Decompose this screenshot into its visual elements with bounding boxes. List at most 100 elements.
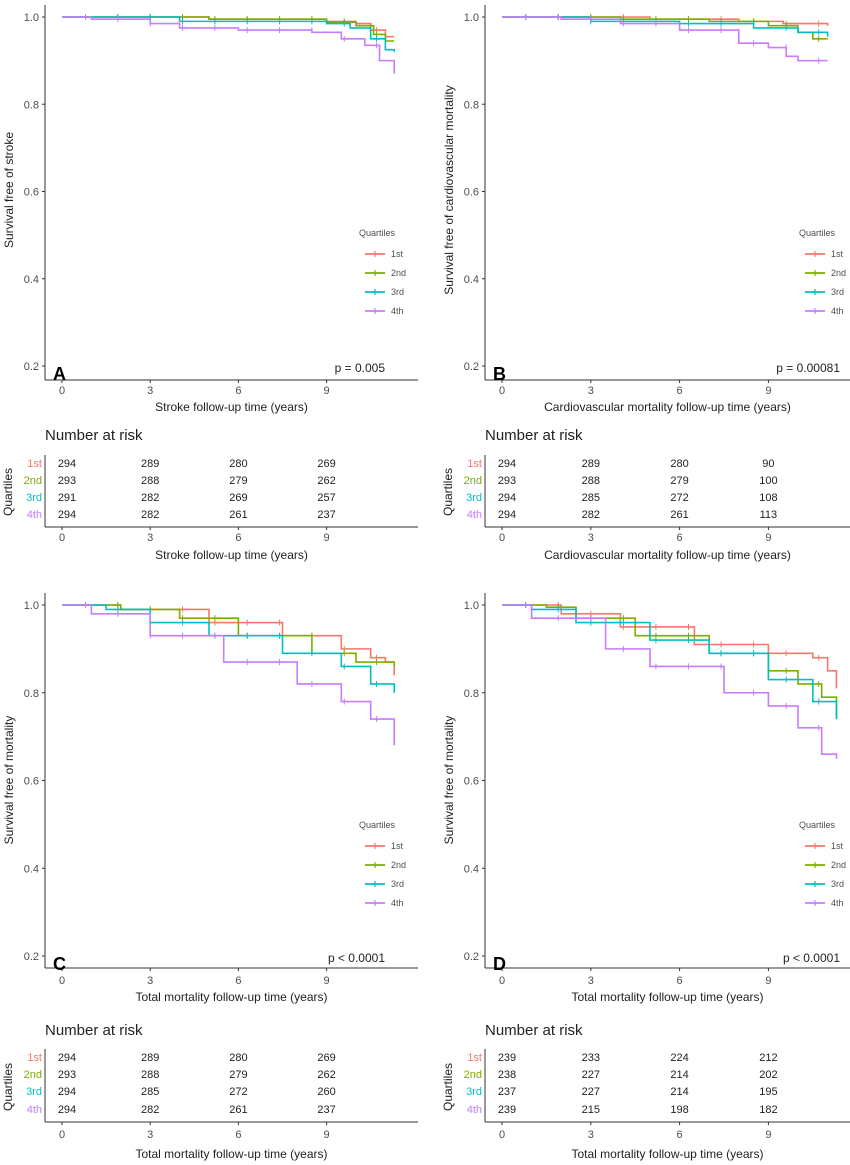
- legend-label-3rd: 3rd: [831, 287, 844, 297]
- risk-x-tick-label: 9: [765, 532, 771, 544]
- risk-count: 260: [317, 1086, 335, 1098]
- risk-count: 215: [582, 1104, 600, 1116]
- panel-c: 0.2 0.4 0.6 0.8 1.0 0 3 6 9 Total mortality follo…: [1, 593, 418, 1161]
- risk-table-title: Number at risk: [485, 1022, 583, 1039]
- x-tick-label: 3: [588, 975, 594, 987]
- risk-row-label-1st: 1st: [27, 1052, 42, 1064]
- x-axis-title: Total mortality follow-up time (years): [571, 990, 763, 1004]
- legend-label-2nd: 2nd: [831, 860, 846, 870]
- risk-x-tick-label: 0: [499, 1129, 505, 1141]
- x-tick-label: 3: [588, 385, 594, 397]
- y-axis-title: Survival free of mortality: [442, 716, 456, 845]
- y-tick-label: 0.6: [24, 187, 39, 199]
- risk-x-axis-title: Stroke follow-up time (years): [155, 548, 308, 562]
- y-tick-label: 0.8: [464, 688, 479, 700]
- risk-x-tick-label: 3: [588, 532, 594, 544]
- legend-label-1st: 1st: [831, 841, 844, 851]
- risk-count: 285: [582, 492, 600, 504]
- risk-count: 293: [58, 1069, 76, 1081]
- risk-count: 233: [582, 1052, 600, 1064]
- risk-x-axis-title: Total mortality follow-up time (years): [135, 1147, 327, 1161]
- risk-x-tick-label: 0: [59, 1129, 65, 1141]
- risk-count: 261: [670, 509, 688, 521]
- risk-count: 289: [582, 458, 600, 470]
- risk-row-label-4th: 4th: [27, 509, 42, 521]
- x-tick-label: 9: [765, 385, 771, 397]
- legend-title: Quartiles: [359, 228, 396, 238]
- risk-row-label-2nd: 2nd: [464, 1069, 482, 1081]
- x-axis-title: Total mortality follow-up time (years): [135, 990, 327, 1004]
- risk-count: 214: [670, 1086, 688, 1098]
- risk-count: 294: [58, 1086, 76, 1098]
- risk-count: 227: [582, 1069, 600, 1081]
- risk-count: 113: [760, 509, 778, 521]
- survival-curve-3rd: [502, 604, 838, 720]
- p-value: p < 0.0001: [783, 951, 840, 965]
- risk-count: 269: [317, 458, 335, 470]
- risk-row-label-4th: 4th: [467, 1104, 482, 1116]
- risk-x-tick-label: 9: [324, 532, 330, 544]
- risk-count: 227: [582, 1086, 600, 1098]
- legend-label-1st: 1st: [391, 249, 404, 259]
- x-tick-label: 9: [765, 975, 771, 987]
- panel-letter: D: [493, 954, 506, 974]
- y-tick-label: 0.4: [464, 274, 479, 286]
- risk-x-tick-label: 0: [59, 532, 65, 544]
- y-tick-label: 0.4: [464, 863, 479, 875]
- y-tick-label: 0.2: [24, 361, 39, 373]
- risk-count: 288: [141, 1069, 159, 1081]
- risk-count: 90: [762, 458, 774, 470]
- risk-row-label-3rd: 3rd: [466, 1086, 482, 1098]
- legend-label-3rd: 3rd: [831, 879, 844, 889]
- risk-count: 269: [229, 492, 247, 504]
- legend-label-4th: 4th: [831, 898, 844, 908]
- risk-count: 289: [141, 458, 159, 470]
- risk-count: 257: [317, 492, 335, 504]
- risk-count: 294: [58, 458, 76, 470]
- risk-count: 285: [141, 1086, 159, 1098]
- risk-count: 294: [58, 1104, 76, 1116]
- risk-count: 239: [498, 1104, 516, 1116]
- x-tick-label: 0: [499, 385, 505, 397]
- y-tick-label: 0.4: [24, 863, 39, 875]
- risk-count: 280: [670, 458, 688, 470]
- panel-letter: A: [53, 364, 66, 384]
- survival-curve-1st: [502, 604, 838, 689]
- risk-count: 294: [498, 492, 516, 504]
- risk-count: 293: [498, 475, 516, 487]
- legend-label-3rd: 3rd: [391, 287, 404, 297]
- risk-count: 262: [317, 475, 335, 487]
- y-tick-label: 1.0: [464, 600, 479, 612]
- legend-title: Quartiles: [359, 820, 396, 830]
- risk-x-tick-label: 3: [147, 1129, 153, 1141]
- risk-row-label-3rd: 3rd: [26, 1086, 42, 1098]
- risk-x-tick-label: 9: [765, 1129, 771, 1141]
- legend-label-4th: 4th: [831, 306, 844, 316]
- risk-count: 294: [498, 458, 516, 470]
- y-axis-title: Survival free of cardiovascular mortalit…: [442, 85, 456, 294]
- legend-label-3rd: 3rd: [391, 879, 404, 889]
- x-tick-label: 6: [677, 975, 683, 987]
- legend-label-2nd: 2nd: [831, 268, 846, 278]
- risk-count: 237: [317, 1104, 335, 1116]
- risk-count: 272: [229, 1086, 247, 1098]
- risk-count: 195: [759, 1086, 777, 1098]
- risk-count: 279: [229, 475, 247, 487]
- risk-row-label-3rd: 3rd: [26, 492, 42, 504]
- risk-row-label-1st: 1st: [467, 458, 482, 470]
- y-tick-label: 0.2: [464, 361, 479, 373]
- risk-row-label-2nd: 2nd: [24, 475, 42, 487]
- legend-label-2nd: 2nd: [391, 268, 406, 278]
- risk-table-title: Number at risk: [45, 1022, 143, 1039]
- panel-letter: B: [493, 364, 506, 384]
- risk-x-tick-label: 6: [235, 532, 241, 544]
- risk-table-y-title: Quartiles: [441, 468, 455, 516]
- legend-label-4th: 4th: [391, 306, 404, 316]
- y-tick-label: 0.8: [464, 99, 479, 111]
- panel-b: 0.2 0.4 0.6 0.8 1.0 0 3 6 9 Cardiovascular mortal…: [441, 5, 850, 562]
- risk-row-label-2nd: 2nd: [464, 475, 482, 487]
- legend-label-1st: 1st: [391, 841, 404, 851]
- risk-x-tick-label: 6: [677, 1129, 683, 1141]
